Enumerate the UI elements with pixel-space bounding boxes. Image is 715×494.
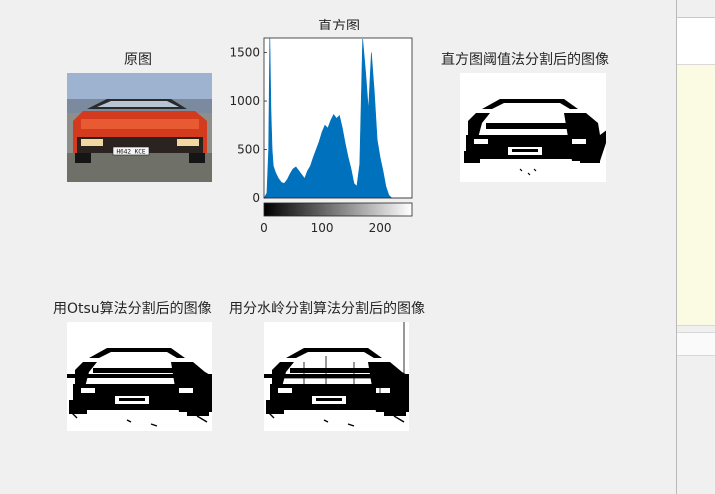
x-tick-label: 200	[369, 221, 392, 235]
x-tick-label: 100	[311, 221, 334, 235]
histogram-chart: 0 500 1000 1500 0 100 200	[229, 30, 413, 235]
y-tick-label: 0	[252, 191, 260, 205]
histogram-series	[263, 35, 412, 199]
side-panel-white-section	[677, 18, 715, 65]
original-image: H642 KCE	[67, 73, 212, 182]
side-panel	[676, 0, 715, 494]
original-image-title: 原图	[124, 52, 152, 68]
side-panel-header	[677, 0, 715, 18]
y-tick-label: 1000	[229, 94, 260, 108]
watershed-segmented-image	[264, 322, 409, 431]
y-tick-label: 1500	[229, 46, 260, 60]
x-tick-label: 0	[260, 221, 268, 235]
otsu-image-title: 用Otsu算法分割后的图像	[53, 301, 212, 317]
watershed-image-title: 用分水岭分割算法分割后的图像	[229, 301, 425, 317]
side-panel-yellow-section[interactable]	[677, 65, 715, 326]
threshold-segmented-image	[460, 73, 606, 182]
y-tick-label: 500	[237, 143, 260, 157]
histogram-axes-box	[263, 37, 413, 199]
figure-canvas: 原图 H642 KCE 直方图 0 500 1000 1500 0 100 200 直方图阈…	[53, 19, 609, 431]
license-plate-text: H642 KCE	[117, 149, 146, 156]
threshold-image-title: 直方图阈值法分割后的图像	[441, 52, 609, 68]
otsu-segmented-image	[67, 322, 212, 431]
side-panel-strip	[677, 332, 715, 356]
histogram-gray-colorbar	[263, 202, 413, 217]
